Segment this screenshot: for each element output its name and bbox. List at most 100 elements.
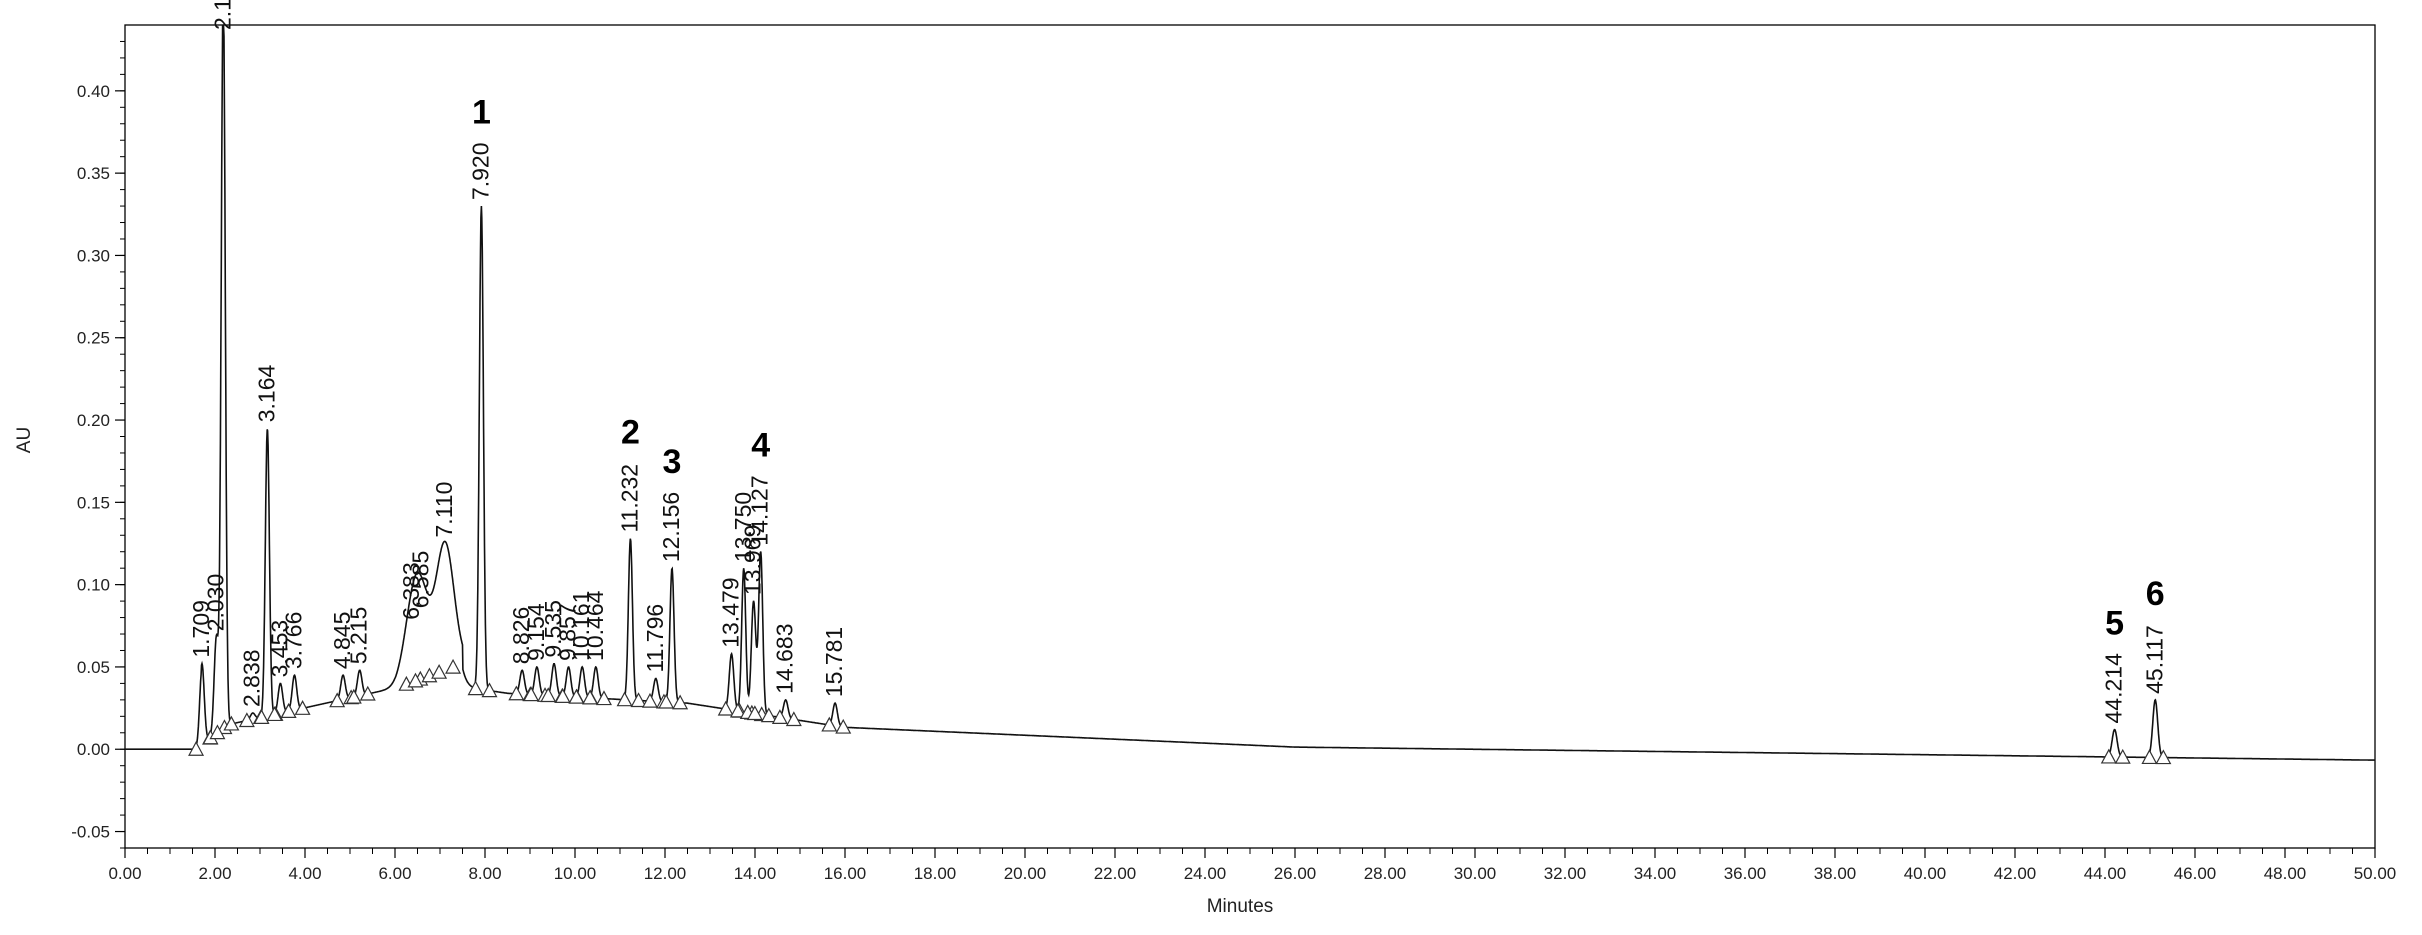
peak-marker-start-21: [658, 693, 675, 709]
peak-number-5: 5: [2105, 604, 2124, 642]
peak-marker-start-12: [467, 680, 484, 696]
peak-marker-start-2: [209, 724, 226, 740]
y-tick-label-5: 0.20: [77, 411, 110, 430]
x-tick-label-9: 18.00: [914, 864, 957, 883]
x-tick-label-8: 16.00: [824, 864, 867, 883]
x-tick-label-10: 20.00: [1004, 864, 1047, 883]
rt-label-20: 11.796: [642, 604, 668, 673]
rt-label-27: 15.781: [821, 627, 847, 697]
peak-marker-start-23: [729, 702, 746, 718]
peak-number-2: 2: [621, 414, 640, 452]
peak-marker-end-6: [294, 700, 311, 715]
rt-label-7: 4.845: [329, 612, 355, 670]
rt-label-4: 3.164: [253, 365, 279, 423]
x-tick-label-13: 26.00: [1274, 864, 1317, 883]
peak-marker-end-19: [630, 692, 647, 708]
y-axis-title: AU: [14, 427, 35, 453]
rt-label-25: 14.127: [747, 475, 773, 545]
y-tick-label-0: -0.05: [71, 823, 110, 842]
y-tick-label-3: 0.10: [77, 576, 110, 595]
x-tick-label-12: 24.00: [1184, 864, 1227, 883]
peak-number-6: 6: [2146, 575, 2165, 613]
peak-marker-start-28: [2100, 748, 2117, 764]
x-tick-label-18: 36.00: [1724, 864, 1767, 883]
peak-marker-end-28: [2114, 748, 2131, 764]
rt-label-29: 45.117: [2141, 625, 2167, 694]
rt-label-8: 5.215: [346, 607, 372, 665]
peak-marker-start-0: [188, 740, 205, 756]
y-tick-label-7: 0.30: [77, 246, 110, 265]
x-tick-label-20: 40.00: [1904, 864, 1947, 883]
rt-label-1: 2.030: [202, 574, 228, 632]
y-tick-label-8: 0.35: [77, 164, 110, 183]
rt-label-16: 9.857: [555, 603, 581, 661]
x-tick-label-22: 44.00: [2084, 864, 2127, 883]
rt-label-17: 10.161: [568, 591, 594, 661]
rt-label-0: 1.709: [188, 600, 214, 658]
x-tick-label-3: 6.00: [378, 864, 411, 883]
peak-marker-start-27: [821, 716, 838, 732]
x-tick-label-21: 42.00: [1994, 864, 2037, 883]
x-tick-label-4: 8.00: [468, 864, 501, 883]
x-tick-label-25: 50.00: [2354, 864, 2397, 883]
peak-marker-start-25: [746, 705, 763, 721]
peak-marker-end-12: [481, 682, 498, 698]
y-axis: -0.05 0.00 0.05 0.10 0.15 0.20 0.25 0.30 0.35 0.4…: [71, 40, 125, 849]
x-tick-label-24: 48.00: [2264, 864, 2307, 883]
peak-marker-start-26: [771, 709, 788, 724]
x-tick-label-1: 2.00: [198, 864, 231, 883]
peak-marker-end-8: [359, 685, 376, 701]
peak-marker-start-29: [2141, 749, 2158, 765]
peak-marker-end-21: [672, 694, 689, 710]
peak-marker-start-4: [253, 709, 270, 724]
peak-marker-start-3: [238, 712, 255, 728]
peak-marker-end-18: [595, 690, 612, 706]
x-tick-label-15: 30.00: [1454, 864, 1497, 883]
x-tick-label-11: 22.00: [1094, 864, 1137, 883]
rt-label-12: 7.920: [467, 142, 493, 200]
peak-marker-start-5: [266, 706, 283, 722]
x-tick-label-16: 32.00: [1544, 864, 1587, 883]
rt-label-15: 9.535: [540, 600, 566, 658]
rt-label-9: 6.383: [398, 562, 424, 620]
plot-area-border: [124, 24, 2376, 849]
markers-layer: [188, 658, 2172, 765]
peak-marker-end-27: [835, 718, 852, 734]
peak-marker-end-25: [760, 707, 777, 723]
x-tick-label-19: 38.00: [1814, 864, 1857, 883]
peak-numbers: 1 23 4 56: [472, 94, 2165, 643]
peak-number-4: 4: [751, 427, 770, 465]
peak-marker-end-2: [223, 715, 240, 731]
peak-marker-start-20: [641, 692, 658, 708]
rt-label-18: 10.464: [582, 590, 608, 661]
peak-marker-start-16: [554, 688, 571, 703]
rt-label-10: 6.585: [407, 551, 433, 609]
peak-marker-start-8: [345, 688, 362, 704]
rt-label-11: 7.110: [431, 482, 457, 538]
rt-label-23: 13.750: [730, 492, 756, 562]
peak-marker-end-11: [445, 658, 462, 674]
chromatogram-trace: [125, 24, 2375, 761]
y-tick-label-4: 0.15: [77, 493, 110, 512]
peak-marker-start-6: [280, 703, 297, 718]
rt-label-3: 2.838: [239, 649, 265, 707]
peak-marker-start-19: [616, 691, 633, 707]
rt-label-2: 2.184: [209, 0, 235, 30]
x-tick-label-17: 34.00: [1634, 864, 1677, 883]
peak-marker-start-17: [568, 688, 585, 704]
rt-label-5: 3.453: [266, 620, 292, 678]
rt-label-22: 13.479: [718, 577, 744, 647]
y-tick-label-1: 0.00: [77, 740, 110, 759]
plot-frame: [124, 24, 2376, 849]
x-axis: 0.00 2.00 4.00 6.00 8.00 10.00 12.00 14.00 16.00…: [108, 848, 2396, 883]
rt-label-26: 14.683: [772, 624, 798, 694]
x-tick-label-6: 12.00: [644, 864, 687, 883]
peak-marker-end-29: [2155, 749, 2172, 765]
rt-label-24: 13.969: [740, 525, 766, 595]
x-tick-label-0: 0.00: [108, 864, 141, 883]
rt-label-6: 3.766: [280, 612, 306, 670]
x-tick-label-14: 28.00: [1364, 864, 1407, 883]
x-tick-label-23: 46.00: [2174, 864, 2217, 883]
